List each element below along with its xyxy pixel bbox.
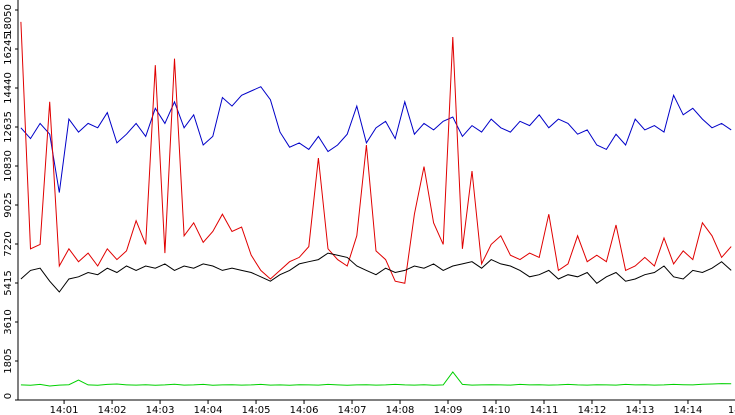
y-tick-label: 10830 [3,150,14,182]
series-line [20,21,732,284]
x-tick-label: 14:08 [386,405,415,415]
series-line [20,371,732,387]
y-tick-label: 18050 [3,4,14,36]
y-tick-label: 12635 [3,111,14,143]
y-tick-label: 14440 [3,72,14,104]
x-tick-label: 14:11 [530,405,559,415]
y-tick-label: 1805 [3,348,14,373]
y-tick-label: 9025 [3,192,14,217]
y-tick-label: 3610 [3,309,14,334]
y-tick-label: 5415 [3,270,14,295]
y-tick-label: 16245 [3,33,14,65]
x-tick-label: 14:06 [290,405,319,415]
x-tick-label: 14:13 [626,405,655,415]
x-tick-label: 14:14 [674,405,703,415]
x-tick-label: 14:10 [482,405,511,415]
y-tick-label: 7220 [3,231,14,256]
x-tick-label: 14:05 [242,405,271,415]
x-tick-label: 14:04 [194,405,223,415]
y-tick-label: 0 [3,393,14,399]
x-tick-label: 14:12 [578,405,607,415]
x-tick-label: 14:09 [434,405,463,415]
x-tick-label: 14:03 [146,405,175,415]
x-tick-label: 14:02 [98,405,127,415]
x-tick-label: 14:07 [338,405,367,415]
x-tick-label: 14: [728,405,735,415]
x-tick-label: 14:01 [50,405,79,415]
series-line [20,86,732,193]
series-line [20,252,732,293]
